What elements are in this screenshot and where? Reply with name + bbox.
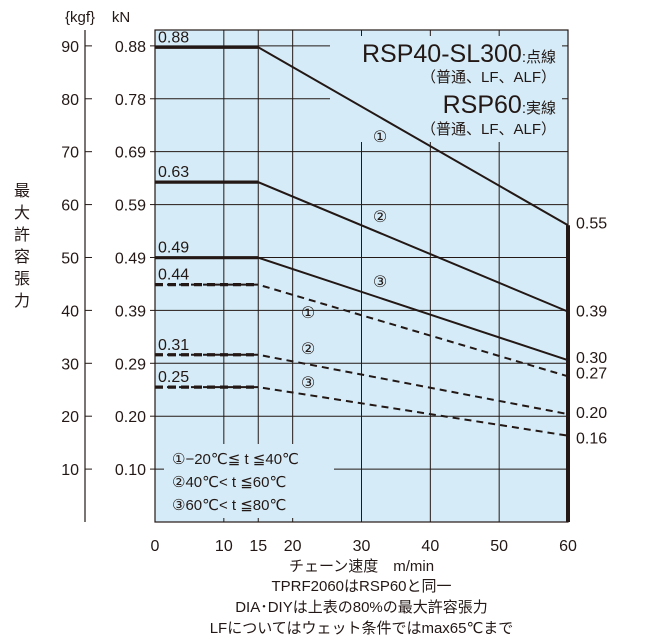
x-tick-label: 60 [559, 538, 577, 555]
temperature-legend-item: ③60℃< t ≦80℃ [172, 497, 286, 514]
legend-solid-sub: （普通、LF、ALF） [421, 121, 556, 138]
y-tick-label-kn: 0.59 [115, 198, 146, 215]
y-axis-label-char: 容 [14, 248, 30, 266]
y-tick-label-kgf: 80 [61, 92, 79, 109]
x-tick-label: 15 [249, 538, 267, 555]
series-end-label: 0.27 [576, 365, 607, 382]
x-tick-label: 50 [490, 538, 508, 555]
series-line [155, 283, 569, 378]
series-marker: ③ [301, 375, 315, 392]
y-tick-label-kn: 0.49 [115, 250, 146, 267]
legend-solid-title: RSP60:実線 [443, 91, 556, 119]
y-tick-label-kgf: 60 [61, 198, 79, 215]
x-tick-label: 30 [353, 538, 371, 555]
y-axis-label-char: 力 [14, 292, 30, 310]
series-end-label: 0.39 [576, 304, 607, 321]
y-tick-label-kn: 0.20 [115, 409, 146, 426]
y-tick-label-kn: 0.39 [115, 303, 146, 320]
series-end-label: 0.55 [576, 215, 607, 232]
y-unit-kn: kN [112, 9, 130, 26]
temperature-legend-item: ①−20℃≦ t ≦40℃ [172, 451, 299, 468]
note-2: DIA･DIYは上表の80%の最大許容張力 [235, 599, 488, 616]
legend-dashed-style: :点線 [522, 49, 556, 66]
y-tick-label-kn: 0.69 [115, 145, 146, 162]
y-axis-label-char: 許 [14, 226, 30, 244]
series-start-label: 0.88 [158, 29, 189, 46]
x-axis-label: チェーン速度 m/min [288, 558, 435, 575]
y-tick-label-kn: 0.29 [115, 356, 146, 373]
series-line [155, 386, 569, 437]
y-tick-label-kgf: 30 [61, 356, 79, 373]
legend-dashed-title: RSP40-SL300:点線 [362, 40, 556, 68]
series-marker: ① [301, 305, 315, 322]
x-tick-label: 10 [215, 538, 233, 555]
y-axis-label-char: 大 [14, 204, 30, 222]
y-tick-label-kn: 0.88 [115, 39, 146, 56]
series-marker: ② [301, 341, 315, 358]
y-axis-label-char: 最 [14, 183, 30, 200]
y-axis-label-char: 張 [14, 271, 30, 288]
series-marker: ② [373, 209, 387, 226]
note-3: LFについてはウェット条件ではmax65℃まで [209, 620, 514, 637]
y-tick-label-kgf: 70 [61, 145, 79, 162]
series-line [155, 353, 569, 416]
y-tick-label-kgf: 20 [61, 409, 79, 426]
series-start-label: 0.25 [158, 369, 189, 386]
y-tick-label-kgf: 90 [61, 39, 79, 56]
temperature-legend-item: ②40℃< t ≦60℃ [172, 474, 286, 491]
legend-solid-style: :実線 [522, 100, 556, 117]
series-end-label: 0.16 [576, 431, 607, 448]
temperature-legend-box [164, 444, 334, 518]
y-unit-kgf: {kgf} [65, 9, 95, 26]
y-tick-label-kgf: 40 [61, 303, 79, 320]
series-start-label: 0.49 [158, 240, 189, 257]
note-1: TPRF2060はRSP60と同一 [271, 578, 452, 595]
y-tick-label-kn: 0.78 [115, 92, 146, 109]
y-tick-label-kn: 0.10 [115, 462, 146, 479]
legend-dashed-sub: （普通、LF、ALF） [421, 69, 556, 86]
y-tick-label-kgf: 50 [61, 250, 79, 267]
legend-dashed-name: RSP40-SL300 [362, 40, 522, 68]
legend-solid-name: RSP60 [443, 91, 522, 119]
series-start-label: 0.44 [158, 267, 189, 284]
x-tick-label: 0 [151, 538, 160, 555]
legend-box [330, 36, 562, 142]
series-end-label: 0.20 [576, 405, 607, 422]
series-marker: ① [373, 129, 387, 146]
series-start-label: 0.31 [158, 337, 189, 354]
series-marker: ③ [373, 274, 387, 291]
series-end-label: 0.30 [576, 350, 607, 367]
x-tick-label: 40 [421, 538, 439, 555]
x-tick-label: 20 [284, 538, 302, 555]
series-start-label: 0.63 [158, 164, 189, 181]
y-tick-label-kgf: 10 [61, 462, 79, 479]
